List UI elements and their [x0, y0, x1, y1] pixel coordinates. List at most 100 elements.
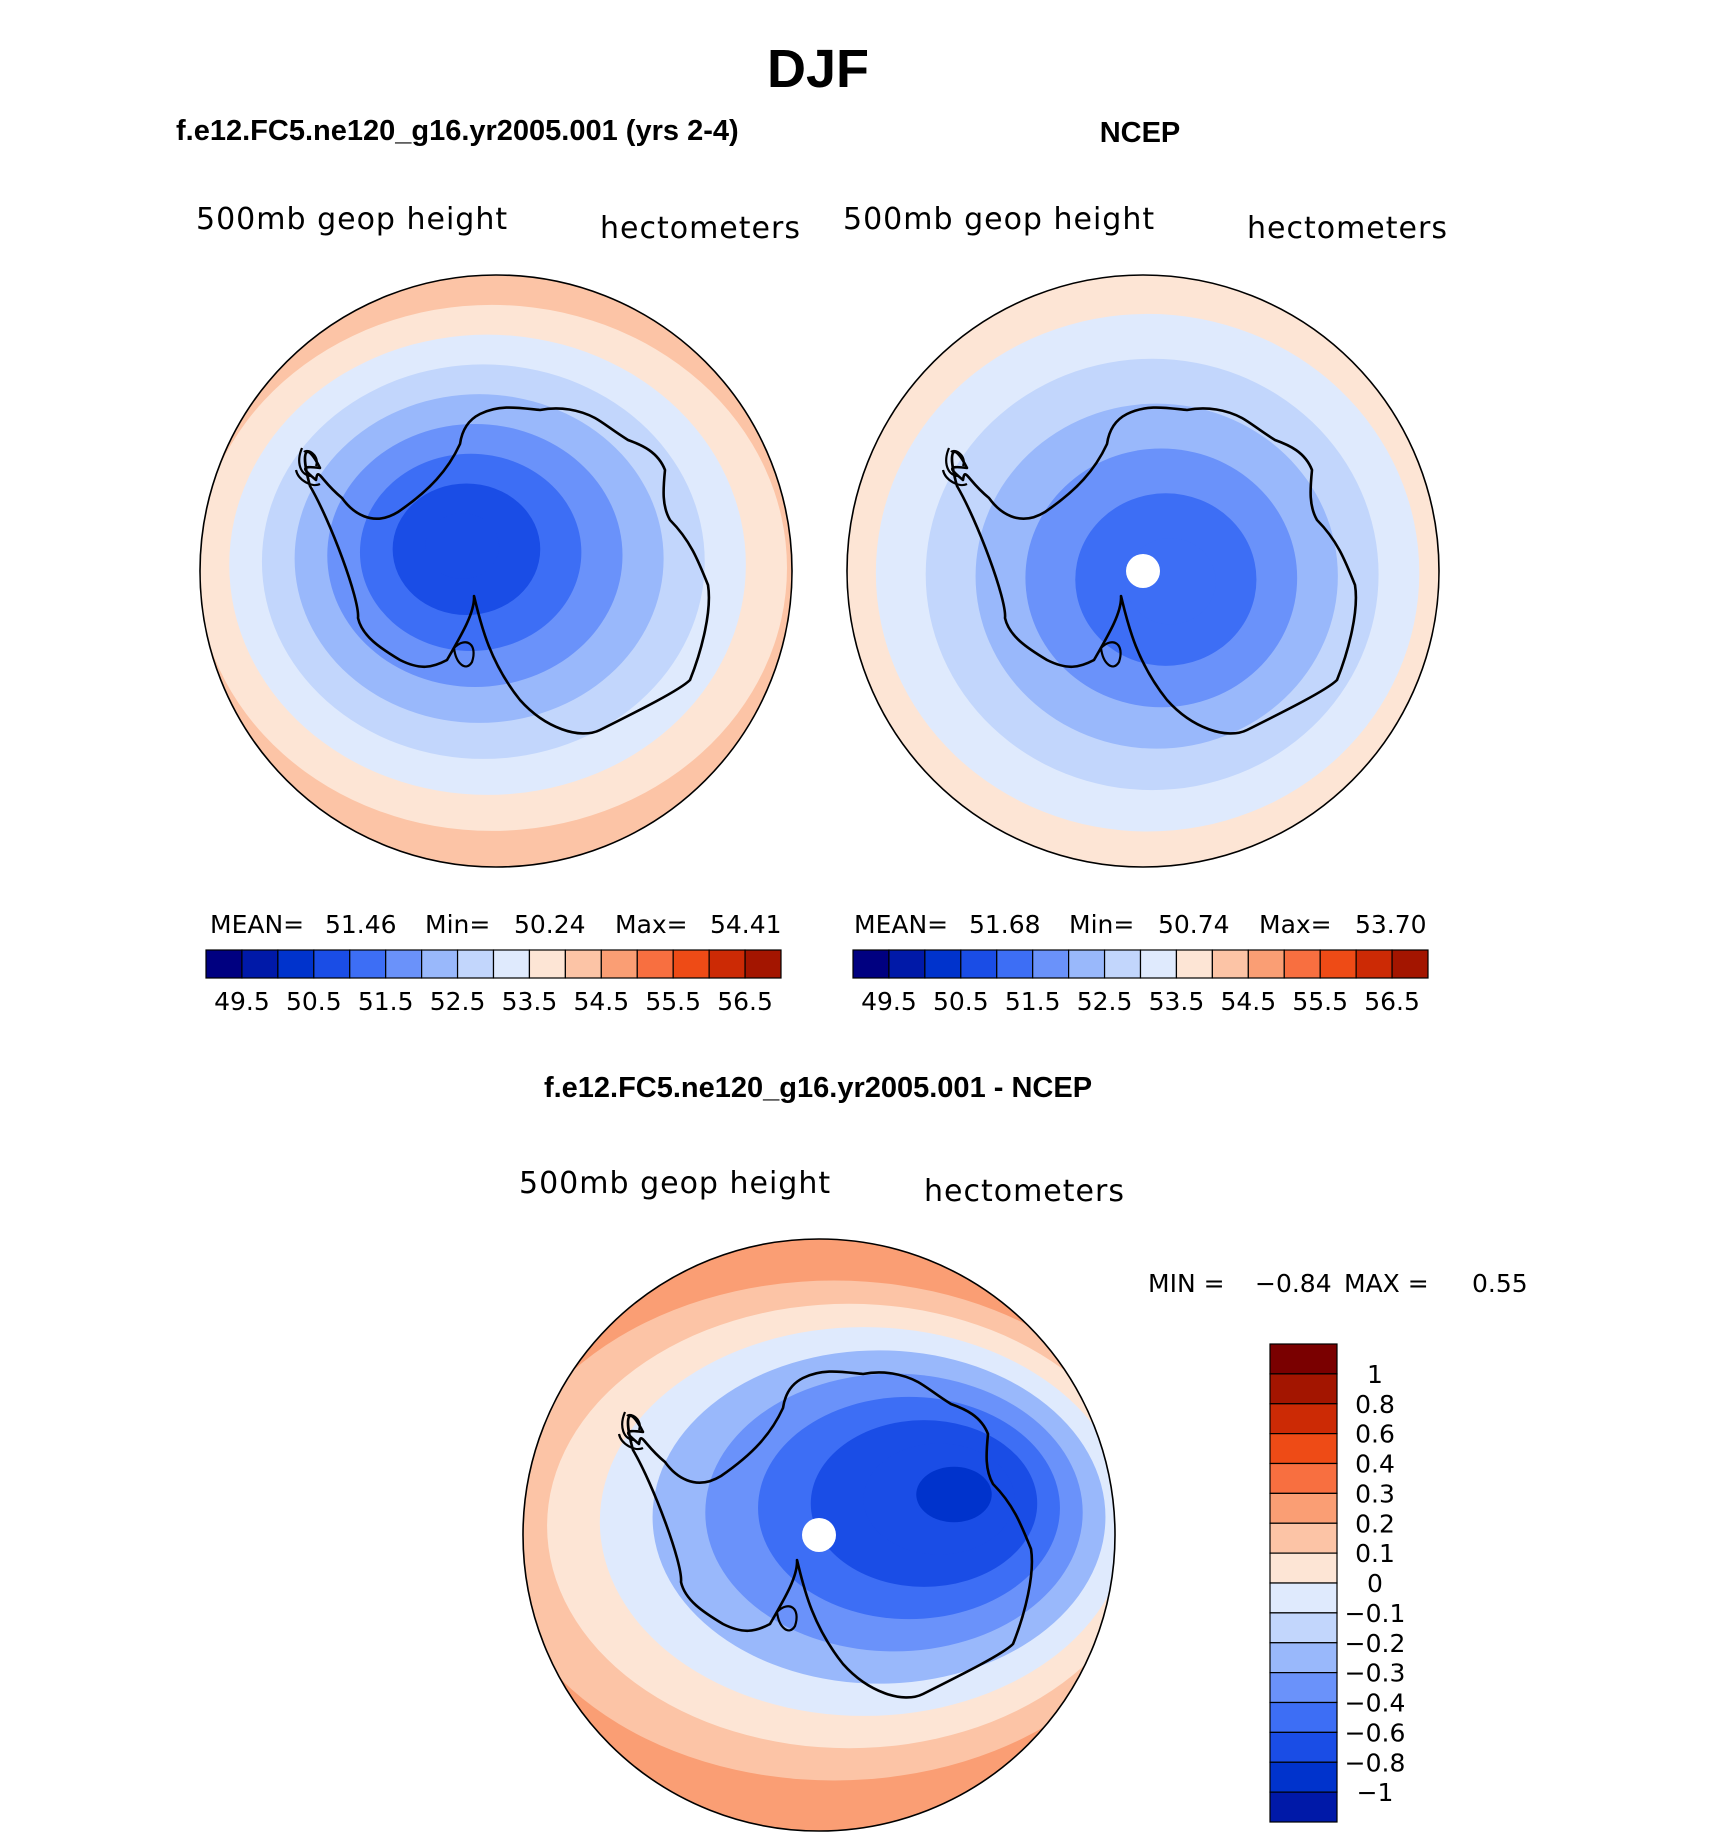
panel-ncep-left-label: 500mb geop height — [843, 202, 1155, 237]
colorbar-box — [421, 949, 459, 979]
colorbar-tick-label: 50.5 — [933, 987, 989, 1016]
colorbar-box — [492, 949, 531, 979]
colorbar-tick-label: 51.5 — [358, 987, 414, 1016]
colorbar-tick-label: 56.5 — [1364, 987, 1420, 1016]
colorbar-tick-label: 54.5 — [1220, 987, 1276, 1016]
contour-band — [916, 1466, 992, 1523]
colorbar-box — [1269, 1522, 1338, 1554]
colorbar-box — [1355, 949, 1393, 979]
colorbar-box — [1269, 1701, 1338, 1733]
colorbar-tick-label: 49.5 — [861, 987, 917, 1016]
colorbar-tick-label: 1 — [1367, 1360, 1383, 1389]
colorbar-tick-label: 0.4 — [1355, 1450, 1395, 1479]
ncep-mean-value: 51.68 — [969, 910, 1041, 939]
colorbar-tick-label: 49.5 — [214, 987, 270, 1016]
map-model-coastline-island — [452, 641, 475, 668]
colorbar-tick-label: −0.4 — [1345, 1689, 1406, 1718]
colorbar-box — [1283, 949, 1321, 979]
colorbar-tick-label: 0.2 — [1355, 1509, 1395, 1538]
colorbar-box — [1269, 1373, 1338, 1405]
colorbar-tick-label: −0.8 — [1345, 1748, 1406, 1777]
map-ncep-coastline-peninsula — [941, 447, 968, 487]
map-model-coastline — [303, 406, 711, 735]
model-min-label: Min= — [425, 910, 490, 939]
colorbar-box — [1269, 1492, 1338, 1524]
colorbar-tick-label: 0.6 — [1355, 1420, 1395, 1449]
colorbar-box — [1269, 1672, 1338, 1704]
model-mean-label: MEAN= — [210, 910, 304, 939]
colorbar-box — [852, 949, 890, 979]
colorbar-tick-label: 54.5 — [573, 987, 629, 1016]
colorbar-box — [600, 949, 638, 979]
colorbar-tick-label: 0.8 — [1355, 1390, 1395, 1419]
colorbar-box — [744, 949, 782, 979]
colorbar-tick-label: 0.1 — [1355, 1539, 1395, 1568]
panel-ncep: NCEP 500mb geop height hectometers MEAN=… — [843, 117, 1448, 1016]
map-ncep-pole-gap — [1126, 554, 1160, 588]
colorbar-box — [1103, 949, 1142, 979]
colorbar-box — [1269, 1462, 1338, 1494]
panel-diff-right-label: hectometers — [924, 1174, 1125, 1209]
colorbar-box — [241, 949, 279, 979]
colorbar-box — [564, 949, 602, 979]
colorbar-ncep: 49.5 50.5 51.5 52.5 53.5 54.5 55.5 56.5 — [852, 949, 1429, 1016]
colorbar-box — [1269, 1761, 1338, 1793]
map-ncep-coastline — [950, 406, 1358, 735]
panel-model-left-label: 500mb geop height — [196, 202, 508, 237]
colorbar-box — [996, 949, 1034, 979]
colorbar-tick-label: 0.3 — [1355, 1479, 1395, 1508]
ncep-max-value: 53.70 — [1355, 910, 1427, 939]
panel-ncep-right-label: hectometers — [1247, 211, 1448, 246]
map-ncep — [847, 275, 1439, 867]
colorbar-diff: 10.80.60.40.30.20.10−0.1−0.2−0.3−0.4−0.6… — [1269, 1343, 1406, 1823]
colorbar-box — [708, 949, 746, 979]
panel-ncep-title: NCEP — [1100, 117, 1181, 149]
colorbar-box — [636, 949, 674, 979]
diff-min-label: MIN = — [1148, 1269, 1225, 1298]
map-diff-pole-gap — [802, 1518, 836, 1552]
colorbar-tick-label: 55.5 — [1292, 987, 1348, 1016]
map-ncep-border — [846, 274, 1440, 868]
colorbar-box — [1247, 949, 1285, 979]
model-max-label: Max= — [615, 910, 688, 939]
ncep-max-label: Max= — [1259, 910, 1332, 939]
contour-band — [425, 513, 500, 579]
colorbar-tick-label: −0.6 — [1345, 1718, 1406, 1747]
colorbar-tick-label: 53.5 — [502, 987, 558, 1016]
ncep-min-label: Min= — [1069, 910, 1134, 939]
colorbar-box — [1269, 1642, 1338, 1674]
map-diff-coastline — [626, 1370, 1034, 1699]
colorbar-tick-label: −0.1 — [1345, 1599, 1406, 1628]
colorbar-box — [277, 949, 315, 979]
panel-model-right-label: hectometers — [600, 211, 801, 246]
colorbar-box — [888, 949, 926, 979]
colorbar-box — [1269, 1343, 1338, 1375]
colorbar-box — [1068, 949, 1106, 979]
map-diff-coastline-island — [775, 1605, 798, 1632]
colorbar-box — [1269, 1403, 1338, 1435]
model-min-value: 50.24 — [514, 910, 586, 939]
colorbar-box — [960, 949, 998, 979]
colorbar-box — [313, 949, 351, 979]
colorbar-box — [1032, 949, 1070, 979]
colorbar-box — [456, 949, 495, 979]
map-diff-coastline-peninsula — [617, 1411, 644, 1451]
diff-max-label: MAX = — [1344, 1269, 1429, 1298]
map-ncep-coastline-island — [1099, 641, 1122, 668]
ncep-min-value: 50.74 — [1158, 910, 1230, 939]
colorbar-tick-label: 51.5 — [1005, 987, 1061, 1016]
colorbar-box — [1319, 949, 1357, 979]
map-diff-border — [522, 1238, 1116, 1832]
colorbar-tick-label: 50.5 — [286, 987, 342, 1016]
colorbar-model: 49.5 50.5 51.5 52.5 53.5 54.5 55.5 56.5 — [205, 949, 782, 1016]
colorbar-box — [349, 949, 387, 979]
ncep-mean-label: MEAN= — [854, 910, 948, 939]
colorbar-box — [1269, 1731, 1338, 1763]
diff-max-value: 0.55 — [1472, 1269, 1528, 1298]
colorbar-box — [1139, 949, 1178, 979]
colorbar-box — [672, 949, 710, 979]
colorbar-box — [1175, 949, 1213, 979]
page-title: DJF — [767, 39, 869, 99]
colorbar-tick-label: −1 — [1357, 1778, 1394, 1807]
map-model — [200, 275, 792, 867]
